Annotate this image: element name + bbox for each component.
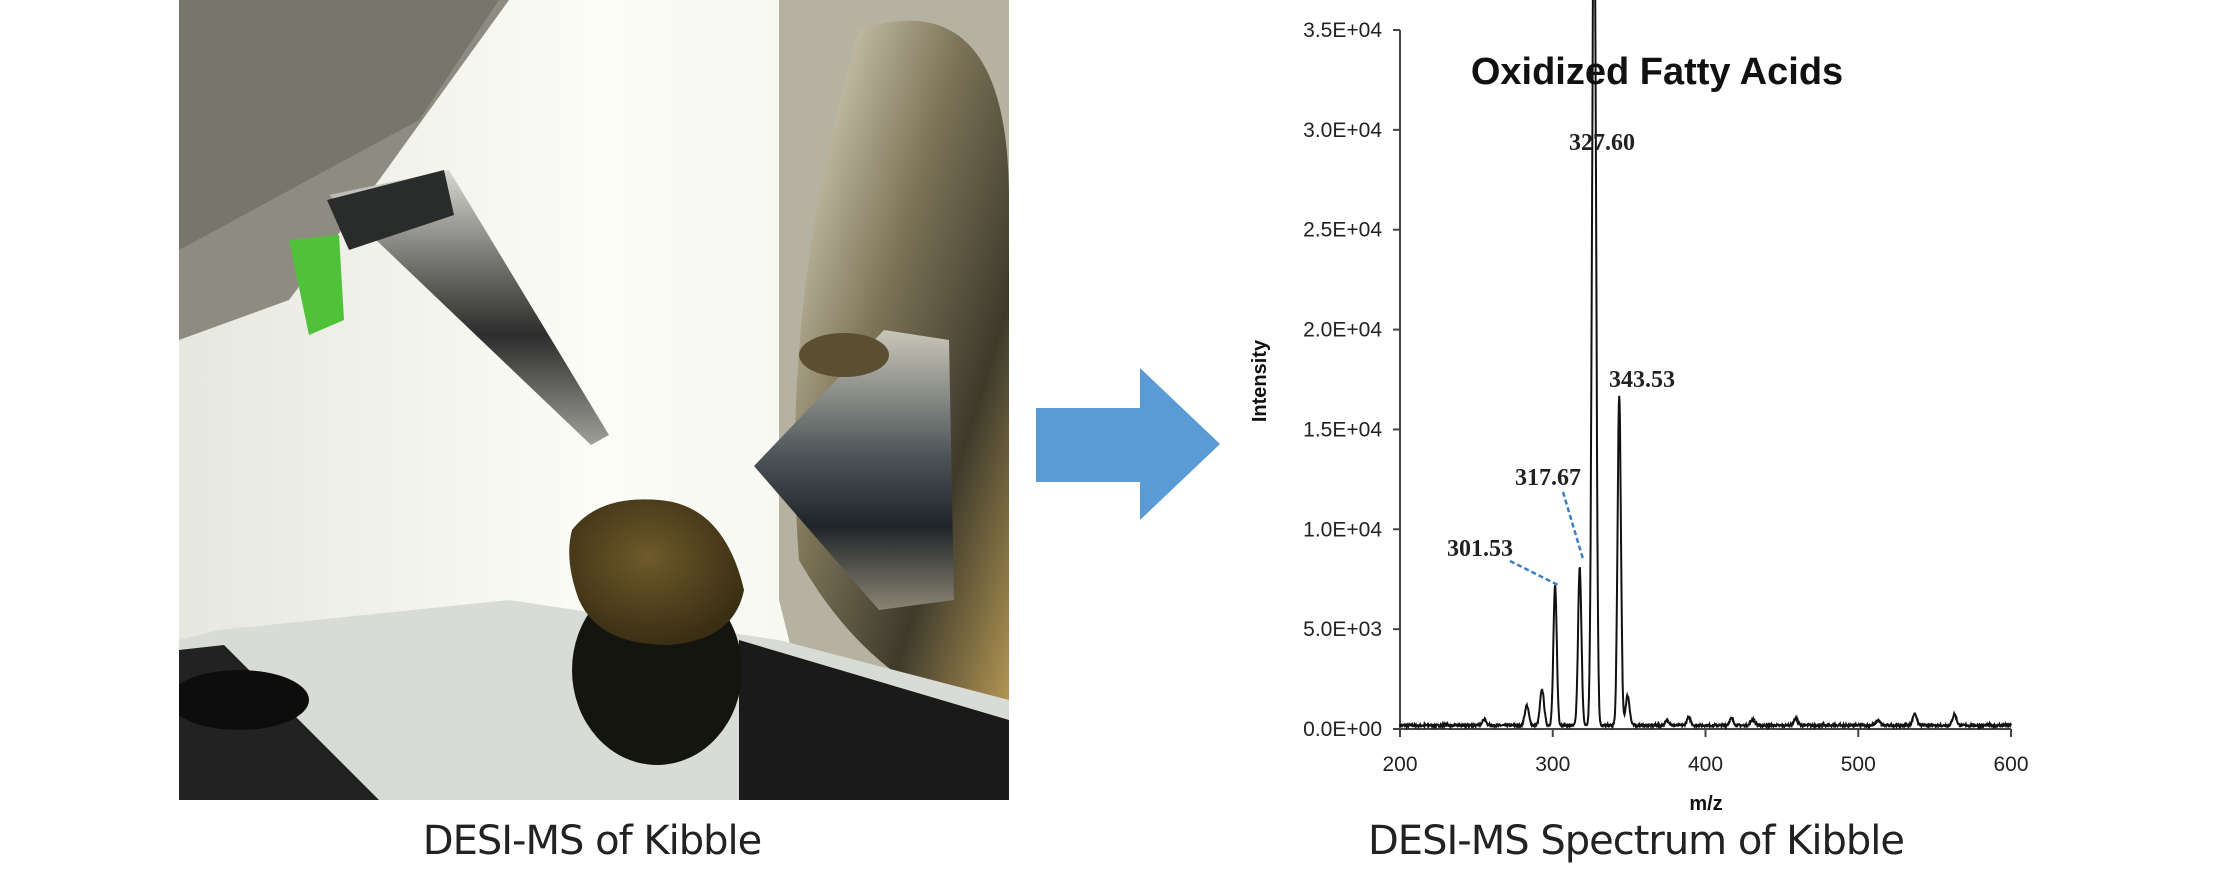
chart-title: Oxidized Fatty Acids xyxy=(1471,51,1843,93)
peak-label: 301.53 xyxy=(1447,536,1513,562)
desi-ms-photo xyxy=(179,0,1009,800)
x-tick-label: 600 xyxy=(1993,753,2028,776)
y-tick-label: 2.0E+04 xyxy=(1303,319,1382,342)
peak-label: 343.53 xyxy=(1609,367,1675,393)
x-axis: 200 300 400 500 600 xyxy=(1382,728,2029,776)
y-tick-label: 3.0E+04 xyxy=(1303,119,1382,142)
y-tick-label: 1.5E+04 xyxy=(1303,418,1382,441)
y-tick-label: 3.5E+04 xyxy=(1303,19,1382,42)
peak-leader-line xyxy=(1561,491,1585,560)
x-tick-label: 300 xyxy=(1535,753,1570,776)
right-arrow-icon xyxy=(1036,368,1220,520)
y-tick-label: 5.0E+03 xyxy=(1303,618,1382,641)
peak-leader-line xyxy=(1509,559,1561,588)
y-tick-label: 1.0E+04 xyxy=(1303,518,1382,541)
peak-label: 327.60 xyxy=(1569,130,1635,156)
y-tick-label: 2.5E+04 xyxy=(1303,219,1382,242)
spectrum-caption: DESI-MS Spectrum of Kibble xyxy=(1368,818,1905,864)
peak-label: 317.67 xyxy=(1515,465,1581,491)
y-tick-label: 0.0E+00 xyxy=(1303,718,1382,741)
photo-caption: DESI-MS of Kibble xyxy=(422,818,762,864)
x-tick-label: 200 xyxy=(1382,753,1417,776)
y-axis: 0.0E+00 5.0E+03 1.0E+04 1.5E+04 2.0E+04 2.5E+… xyxy=(1303,19,1401,741)
y-axis-label: Intensity xyxy=(1249,339,1271,422)
spectrum-line xyxy=(1399,0,2012,731)
x-axis-label: m/z xyxy=(1689,793,1722,815)
x-tick-label: 500 xyxy=(1841,753,1876,776)
x-tick-label: 400 xyxy=(1688,753,1723,776)
